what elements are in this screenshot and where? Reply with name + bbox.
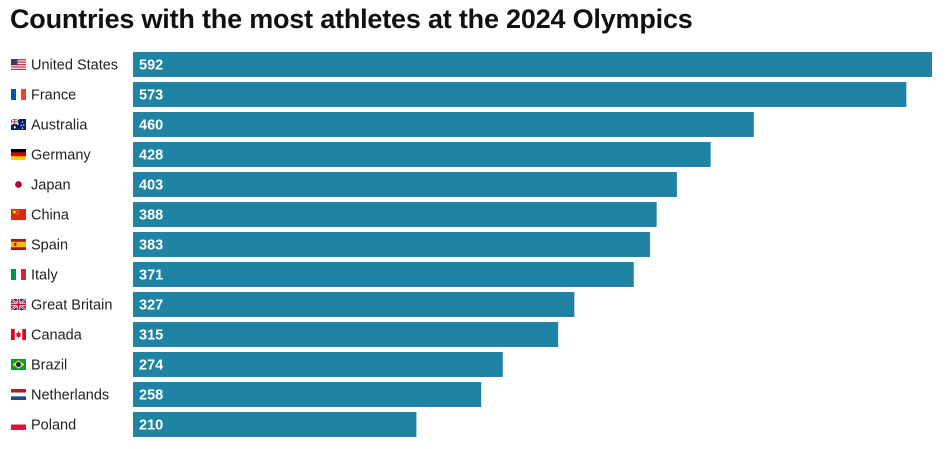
bar bbox=[133, 142, 711, 167]
germany-flag-icon bbox=[11, 149, 26, 160]
value-label: 428 bbox=[139, 148, 163, 164]
category-label: Great Britain bbox=[31, 298, 112, 314]
value-label: 258 bbox=[139, 388, 163, 404]
category-label: United States bbox=[31, 58, 118, 74]
category-label: Germany bbox=[31, 148, 91, 164]
canada-flag-icon bbox=[11, 329, 26, 340]
bar bbox=[133, 82, 907, 107]
value-label: 573 bbox=[139, 88, 163, 104]
china-flag-icon bbox=[11, 209, 26, 220]
bar bbox=[133, 382, 482, 407]
category-label: Canada bbox=[31, 328, 83, 344]
value-label: 274 bbox=[139, 358, 163, 374]
category-label: Australia bbox=[31, 118, 88, 134]
japan-flag-icon bbox=[11, 179, 26, 190]
category-label: Spain bbox=[31, 238, 68, 254]
value-label: 388 bbox=[139, 208, 163, 224]
category-label: Japan bbox=[31, 178, 71, 194]
brazil-flag-icon bbox=[11, 359, 26, 370]
value-label: 371 bbox=[139, 268, 163, 284]
value-label: 327 bbox=[139, 298, 163, 314]
poland-flag-icon bbox=[11, 419, 26, 430]
category-label: Poland bbox=[31, 418, 76, 434]
bar bbox=[133, 412, 417, 437]
category-label: China bbox=[31, 208, 70, 224]
bar bbox=[133, 52, 932, 77]
us-flag-icon bbox=[11, 59, 26, 70]
value-label: 210 bbox=[139, 418, 163, 434]
bar bbox=[133, 352, 503, 377]
italy-flag-icon bbox=[11, 269, 26, 280]
chart-title: Countries with the most athletes at the … bbox=[10, 4, 693, 34]
bar bbox=[133, 112, 754, 137]
bar bbox=[133, 322, 559, 347]
bar bbox=[133, 292, 575, 317]
france-flag-icon bbox=[11, 89, 26, 100]
category-label: Netherlands bbox=[31, 388, 109, 404]
value-label: 403 bbox=[139, 178, 163, 194]
category-label: Brazil bbox=[31, 358, 67, 374]
bar bbox=[133, 232, 650, 257]
value-label: 315 bbox=[139, 328, 163, 344]
category-label: France bbox=[31, 88, 76, 104]
great-britain-flag-icon bbox=[10, 298, 27, 311]
bar bbox=[133, 202, 657, 227]
value-label: 383 bbox=[139, 238, 163, 254]
bar bbox=[133, 262, 634, 287]
netherlands-flag-icon bbox=[11, 389, 26, 400]
value-label: 592 bbox=[139, 58, 163, 74]
category-label: Italy bbox=[31, 268, 58, 284]
australia-flag-icon bbox=[10, 118, 26, 130]
spain-flag-icon bbox=[11, 239, 26, 250]
bar bbox=[133, 172, 677, 197]
value-label: 460 bbox=[139, 118, 163, 134]
